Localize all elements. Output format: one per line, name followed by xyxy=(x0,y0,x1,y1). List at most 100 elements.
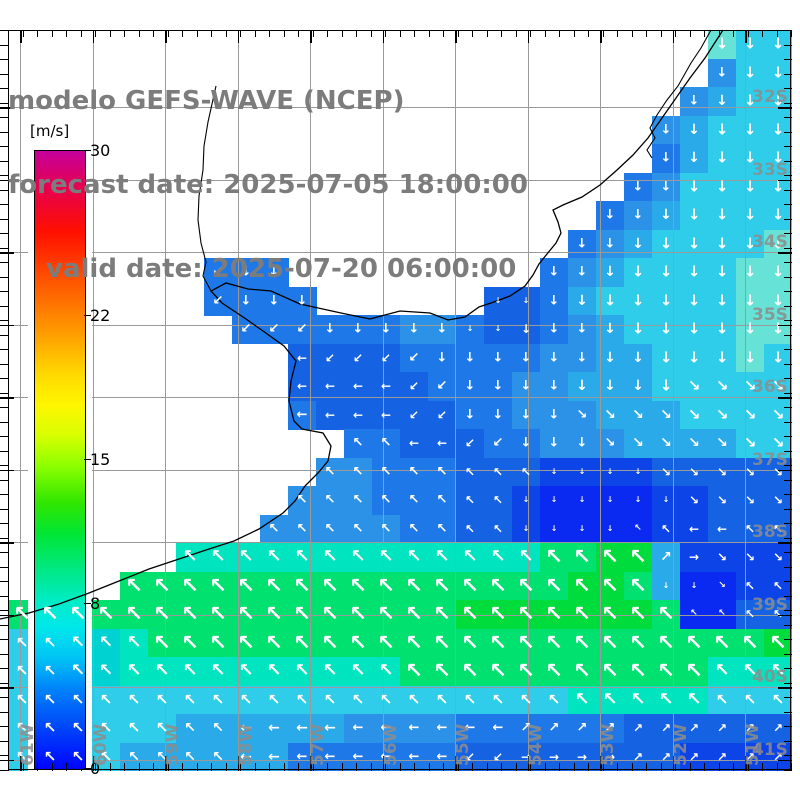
wave-cell xyxy=(484,315,513,344)
wave-cell xyxy=(400,514,429,544)
wave-cell xyxy=(428,343,457,373)
wave-cell xyxy=(680,400,709,430)
wave-cell xyxy=(428,657,457,686)
wave-cell xyxy=(540,343,569,373)
wave-cell xyxy=(512,429,541,458)
wave-cell xyxy=(260,685,289,715)
wave-cell xyxy=(652,172,681,202)
wave-cell xyxy=(736,571,765,601)
wave-cell xyxy=(512,400,541,430)
wave-cell xyxy=(680,87,709,116)
wave-cell xyxy=(428,457,457,487)
wave-cell xyxy=(176,742,205,771)
axis-tick xyxy=(0,740,8,742)
wave-cell xyxy=(92,657,121,686)
wave-cell xyxy=(120,742,149,771)
wave-cell xyxy=(652,115,681,145)
axis-tick xyxy=(0,711,8,713)
wave-cell xyxy=(512,343,541,373)
axis-tick xyxy=(0,479,8,481)
axis-tick xyxy=(0,363,8,365)
wave-cell xyxy=(624,628,653,658)
axis-tick xyxy=(0,334,8,336)
wave-cell xyxy=(708,457,737,487)
wave-cell xyxy=(624,286,653,316)
wave-cell xyxy=(764,457,792,487)
wave-cell xyxy=(736,30,765,59)
wave-cell xyxy=(680,685,709,715)
wave-cell xyxy=(680,172,709,202)
wave-cell xyxy=(288,514,317,544)
wave-cell xyxy=(428,685,457,715)
colorbar-gradient xyxy=(34,150,86,770)
wave-cell xyxy=(456,714,485,743)
wave-cell xyxy=(372,429,401,458)
wave-cell xyxy=(680,657,709,686)
wave-cell xyxy=(736,657,765,686)
wave-cell xyxy=(568,457,597,487)
wave-cell xyxy=(484,400,513,430)
wave-cell xyxy=(568,714,597,743)
wave-cell xyxy=(232,315,261,344)
wave-cell xyxy=(680,258,709,287)
wave-cell xyxy=(540,742,569,771)
wave-cell xyxy=(764,343,792,373)
wave-cell xyxy=(540,657,569,686)
wave-cell xyxy=(372,628,401,658)
wave-cell xyxy=(204,571,233,601)
wave-cell xyxy=(680,571,709,601)
wave-cell xyxy=(540,685,569,715)
wave-cell xyxy=(736,543,765,572)
wave-cell xyxy=(680,286,709,316)
axis-tick xyxy=(0,668,8,669)
wave-cell xyxy=(344,343,373,373)
colorbar-tick xyxy=(84,459,91,460)
wave-cell xyxy=(652,286,681,316)
wave-cell xyxy=(456,429,485,458)
wave-cell xyxy=(484,714,513,743)
wave-cell xyxy=(540,258,569,287)
wave-cell xyxy=(652,229,681,259)
wave-cell xyxy=(764,685,792,715)
longitude-gridline xyxy=(600,30,601,771)
wave-cell xyxy=(204,714,233,743)
wave-cell xyxy=(176,543,205,572)
wave-cell xyxy=(568,315,597,344)
wave-cell xyxy=(456,657,485,686)
wave-cell xyxy=(204,742,233,771)
wave-cell xyxy=(736,258,765,287)
wave-cell xyxy=(316,486,345,515)
wave-cell xyxy=(708,115,737,145)
wave-cell xyxy=(708,58,737,88)
wave-cell xyxy=(540,486,569,515)
wave-cell xyxy=(540,571,569,601)
wave-cell xyxy=(456,343,485,373)
wave-cell xyxy=(708,286,737,316)
wave-cell xyxy=(232,543,261,572)
longitude-gridline xyxy=(672,30,674,771)
wave-cell xyxy=(344,514,373,544)
colorbar-tick-label: 8 xyxy=(90,594,101,614)
wave-cell xyxy=(652,486,681,515)
wave-cell xyxy=(512,486,541,515)
axis-tick xyxy=(0,523,8,524)
axis-tick xyxy=(0,175,8,176)
colorbar-tick-label: 15 xyxy=(90,450,111,469)
wave-cell xyxy=(400,429,429,458)
axis-tick xyxy=(0,218,8,220)
axis-tick xyxy=(0,581,8,582)
axis-tick xyxy=(0,233,8,234)
wave-cell xyxy=(288,742,317,771)
wave-cell xyxy=(708,514,737,544)
wave-cell xyxy=(568,229,597,259)
wave-cell xyxy=(120,657,149,686)
colorbar-tick xyxy=(84,768,91,769)
axis-tick xyxy=(0,494,8,495)
wave-cell xyxy=(372,714,401,743)
axis-tick xyxy=(0,595,8,597)
wave-cell xyxy=(624,201,653,230)
wave-cell xyxy=(568,400,597,430)
wave-cell xyxy=(232,714,261,743)
wave-cell xyxy=(372,514,401,544)
wave-cell xyxy=(428,486,457,515)
